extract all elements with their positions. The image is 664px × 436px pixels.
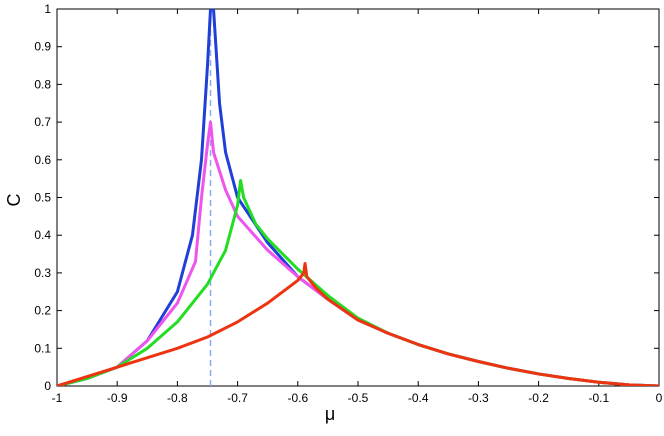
x-tick-label: -0.5 xyxy=(348,391,369,405)
series-line xyxy=(57,261,659,386)
y-tick-label: 0.3 xyxy=(34,266,51,280)
x-tick-label: -0.9 xyxy=(107,391,128,405)
x-tick-label: 0 xyxy=(656,391,663,405)
x-tick-label: -0.2 xyxy=(528,391,549,405)
x-tick-label: -0.6 xyxy=(287,391,308,405)
x-axis-label: μ xyxy=(325,404,335,424)
y-tick-label: 1 xyxy=(44,2,51,16)
y-tick-label: 0.8 xyxy=(34,77,51,91)
y-tick-label: 0.4 xyxy=(34,228,51,242)
y-tick-label: 0.2 xyxy=(34,304,51,318)
y-tick-label: 0.7 xyxy=(34,115,51,129)
x-tick-label: -0.4 xyxy=(408,391,429,405)
y-tick-label: 0.1 xyxy=(34,341,51,355)
y-axis-label: C xyxy=(4,194,24,207)
x-tick-label: -0.1 xyxy=(588,391,609,405)
plot-area xyxy=(57,9,659,386)
x-tick-label: -0.7 xyxy=(227,391,248,405)
plot-frame xyxy=(56,8,660,387)
y-tick-label: 0 xyxy=(44,379,51,393)
y-tick-label: 0.5 xyxy=(34,191,51,205)
x-tick-label: -1 xyxy=(52,391,63,405)
y-tick-label: 0.6 xyxy=(34,153,51,167)
x-tick-label: -0.8 xyxy=(167,391,188,405)
y-tick-label: 0.9 xyxy=(34,40,51,54)
x-tick-label: -0.3 xyxy=(468,391,489,405)
